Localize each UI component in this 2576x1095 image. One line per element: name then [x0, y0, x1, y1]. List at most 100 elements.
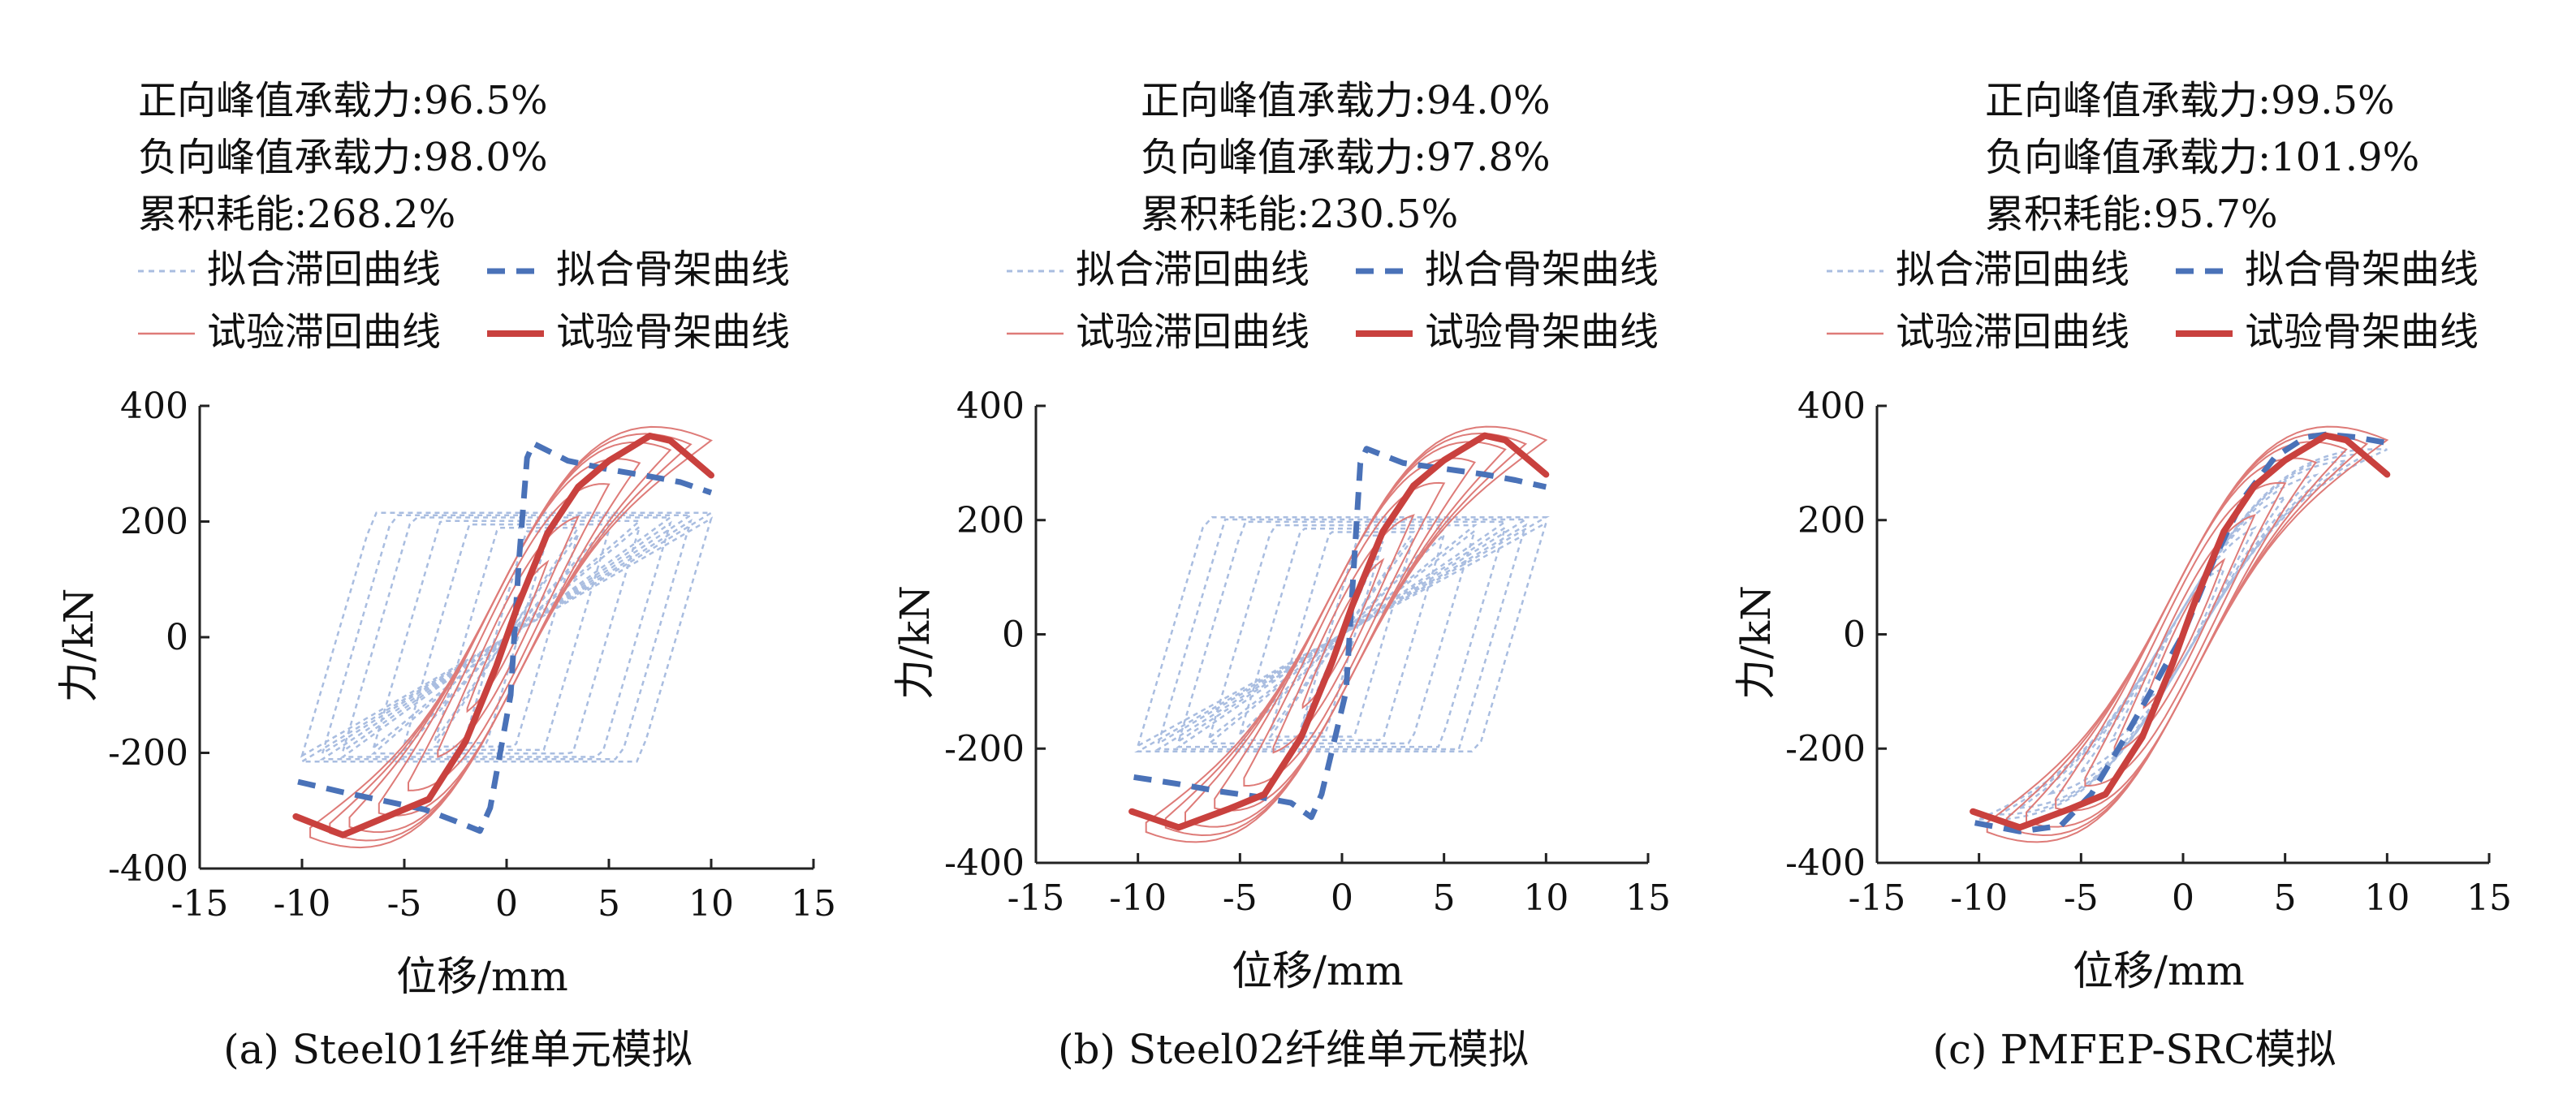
test-hysteresis-loop [1145, 425, 1548, 843]
legend-label: 试验骨架曲线 [2245, 309, 2479, 355]
y-tick-label: 400 [120, 386, 188, 427]
test-hysteresis-loop [1272, 514, 1415, 754]
y-tick-label: 400 [1797, 386, 1866, 427]
legend-label: 试验骨架曲线 [556, 309, 790, 355]
x-tick-label: -15 [1008, 877, 1065, 919]
x-axis-label: 位移/mm [1232, 947, 1404, 994]
stat-line: 负向峰值承载力:98.0% [138, 135, 548, 180]
fitted-hysteresis-loop [319, 514, 694, 761]
x-tick-label: 5 [598, 883, 620, 925]
test-hysteresis-loop [309, 425, 714, 849]
fitted-skeleton-curve [297, 440, 713, 834]
test-hysteresis-loop [1214, 457, 1476, 812]
x-tick-label: 0 [1331, 877, 1353, 919]
x-tick-label: 15 [1625, 877, 1671, 919]
y-tick-label: 200 [1797, 500, 1866, 541]
x-axis-label: 位移/mm [2073, 947, 2245, 994]
plot-area [1970, 425, 2391, 843]
stat-line: 正向峰值承载力:96.5% [138, 78, 548, 123]
fitted-skeleton-curve [1133, 446, 1547, 821]
test-skeleton-curve [1128, 432, 1550, 831]
figure-caption: (c) PMFEP-SRC模拟 [1933, 1026, 2337, 1073]
legend-label: 拟合骨架曲线 [1425, 247, 1659, 292]
fitted-hysteresis-loop [1134, 515, 1550, 753]
fitted-hysteresis-loop [1154, 518, 1530, 751]
legend-label: 拟合滞回曲线 [1896, 247, 2129, 292]
x-tick-label: 10 [1523, 877, 1568, 919]
fitted-hysteresis-loop [402, 523, 611, 752]
chart-panel-1: 正向峰值承载力:96.5% 负向峰值承载力:98.0% 累积耗能:268.2% 拟合滞… [55, 78, 836, 1073]
legend-label: 试验滞回曲线 [207, 309, 441, 355]
test-hysteresis-loop [378, 458, 641, 817]
x-axis-label: 位移/mm [396, 953, 568, 1000]
x-tick-label: -5 [2064, 877, 2099, 919]
chart-panel-3: 正向峰值承载力:99.5% 负向峰值承载力:101.9% 累积耗能:95.7% 拟合滞… [1732, 78, 2512, 1073]
figure-caption: (a) Steel01纤维单元模拟 [223, 1026, 693, 1073]
stat-line: 正向峰值承载力:99.5% [1985, 78, 2395, 123]
stat-line: 负向峰值承载力:97.8% [1141, 135, 1551, 180]
test-hysteresis-loop [1986, 425, 2389, 843]
stat-line: 累积耗能:268.2% [138, 192, 455, 237]
x-tick-label: 15 [2466, 877, 2512, 919]
y-tick-label: -200 [944, 728, 1025, 770]
legend-label: 拟合骨架曲线 [2245, 247, 2479, 292]
stat-line: 正向峰值承载力:94.0% [1141, 78, 1551, 123]
legend-label: 试验骨架曲线 [1425, 309, 1659, 355]
y-axis-label: 力/kN [891, 585, 938, 700]
legend-label: 拟合骨架曲线 [556, 247, 790, 292]
stat-line: 累积耗能:95.7% [1985, 192, 2278, 237]
x-tick-label: -15 [1849, 877, 1906, 919]
test-skeleton-curve [292, 433, 714, 838]
legend-label: 拟合滞回曲线 [207, 247, 441, 292]
x-tick-label: -5 [387, 883, 422, 925]
fitted-hysteresis-loop [370, 519, 643, 755]
fitted-hysteresis-loop [1978, 448, 2388, 821]
y-tick-label: -400 [108, 848, 188, 890]
legend-label: 试验滞回曲线 [1076, 309, 1310, 355]
y-tick-label: 400 [956, 386, 1025, 427]
fitted-hysteresis-loop [1268, 531, 1416, 738]
legend-label: 拟合滞回曲线 [1076, 247, 1310, 292]
y-tick-label: -400 [944, 843, 1025, 884]
plot-area [1128, 425, 1550, 843]
y-tick-label: 0 [166, 617, 188, 658]
x-tick-label: 0 [2172, 877, 2194, 919]
test-hysteresis-loop [2055, 457, 2317, 812]
y-tick-label: 200 [120, 502, 188, 543]
test-hysteresis-loop [2113, 514, 2256, 754]
y-tick-label: 0 [1002, 614, 1025, 656]
x-tick-label: 5 [1433, 877, 1456, 919]
figure-caption: (b) Steel02纤维单元模拟 [1058, 1026, 1529, 1073]
x-tick-label: 0 [495, 883, 518, 925]
test-hysteresis-loop [1243, 481, 1446, 787]
x-tick-label: -5 [1223, 877, 1258, 919]
x-tick-label: 5 [2274, 877, 2297, 919]
x-tick-label: 10 [688, 883, 734, 925]
y-axis-label: 力/kN [55, 588, 102, 703]
test-hysteresis-loop [2084, 481, 2287, 787]
y-tick-label: -400 [1785, 843, 1866, 884]
x-tick-label: -10 [1109, 877, 1167, 919]
x-tick-label: -15 [171, 883, 229, 925]
fitted-hysteresis-loop [433, 527, 580, 748]
x-tick-label: -10 [274, 883, 331, 925]
plot-area [292, 425, 715, 849]
x-tick-label: -10 [1950, 877, 2008, 919]
x-tick-label: 10 [2364, 877, 2410, 919]
y-tick-label: -200 [1785, 728, 1866, 770]
y-axis-label: 力/kN [1732, 585, 1780, 700]
test-skeleton-curve [1970, 432, 2391, 831]
fitted-hysteresis-loop [339, 516, 674, 758]
fitted-hysteresis-loop [1175, 520, 1509, 748]
stat-line: 累积耗能:230.5% [1141, 192, 1458, 237]
test-hysteresis-loop [437, 515, 580, 758]
chart-panel-2: 正向峰值承载力:94.0% 负向峰值承载力:97.8% 累积耗能:230.5% 拟合滞… [891, 78, 1671, 1073]
x-tick-label: 15 [791, 883, 836, 925]
stat-line: 负向峰值承载力:101.9% [1985, 135, 2419, 180]
y-tick-label: -200 [108, 733, 188, 774]
fitted-hysteresis-loop [1237, 528, 1447, 741]
test-hysteresis-loop [408, 483, 611, 791]
legend-label: 试验滞回曲线 [1896, 309, 2129, 355]
y-tick-label: 0 [1843, 614, 1866, 656]
